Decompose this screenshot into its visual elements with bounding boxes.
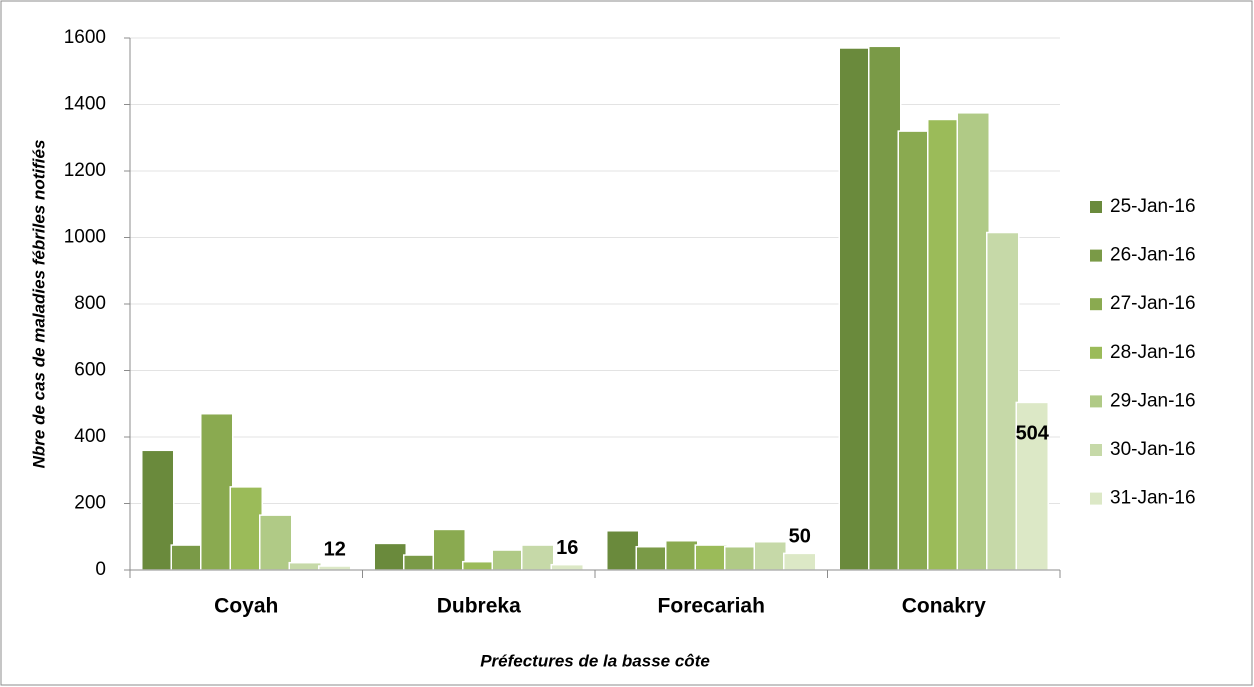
bar: [635, 545, 669, 571]
bar: [986, 231, 1020, 571]
legend-swatch: [1090, 395, 1102, 408]
legend-label: 27-Jan-16: [1110, 293, 1196, 314]
y-tick-label: 200: [74, 493, 106, 514]
legend-label: 28-Jan-16: [1110, 342, 1196, 363]
y-tick-label: 0: [95, 559, 106, 580]
bar: [665, 539, 699, 571]
bar: [753, 540, 787, 571]
bar: [724, 545, 758, 571]
data-label: 16: [556, 537, 578, 559]
bar: [956, 112, 990, 571]
y-tick-label: 1600: [64, 27, 106, 48]
y-tick-label: 400: [74, 426, 106, 447]
bar: [170, 544, 204, 571]
bar: [868, 45, 902, 571]
bar: [521, 544, 555, 571]
x-axis-title: Préfectures de la basse côte: [480, 651, 710, 670]
legend-label: 26-Jan-16: [1110, 245, 1196, 266]
y-tick-label: 600: [74, 360, 106, 381]
y-tick-label: 800: [74, 293, 106, 314]
bar: [927, 118, 961, 571]
bar: [229, 486, 263, 571]
legend-label: 30-Jan-16: [1110, 439, 1196, 460]
legend-label: 29-Jan-16: [1110, 390, 1196, 411]
x-tick-label: Forecariah: [658, 595, 765, 618]
y-tick-label: 1200: [64, 160, 106, 181]
bar: [491, 549, 525, 571]
bar: [783, 552, 817, 571]
bar: [200, 412, 234, 571]
data-label: 12: [324, 538, 346, 560]
bar: [288, 561, 322, 571]
data-label: 504: [1016, 423, 1050, 445]
x-tick-label: Conakry: [902, 595, 986, 618]
legend-swatch: [1090, 492, 1102, 505]
legend-label: 31-Jan-16: [1110, 488, 1196, 509]
bar: [373, 542, 407, 571]
bar: [403, 554, 437, 571]
legend-swatch: [1090, 444, 1102, 456]
y-tick-label: 1000: [64, 227, 106, 248]
bar: [259, 514, 293, 571]
legend-swatch: [1090, 298, 1102, 311]
data-label: 50: [789, 526, 811, 548]
legend-label: 25-Jan-16: [1110, 196, 1196, 217]
legend-swatch: [1090, 249, 1102, 262]
x-tick-label: Dubreka: [437, 595, 521, 618]
x-tick-label: Coyah: [214, 595, 278, 618]
y-axis-title: Nbre de cas de maladies fébriles notifié…: [29, 140, 48, 469]
bar: [694, 544, 728, 571]
bar: [606, 530, 640, 571]
legend-swatch: [1090, 201, 1102, 213]
legend-swatch: [1090, 346, 1102, 359]
bar: [141, 449, 175, 571]
bar: [432, 528, 466, 571]
bar: [550, 563, 584, 571]
bar: [897, 130, 931, 571]
y-tick-label: 1400: [64, 94, 106, 115]
bar: [838, 47, 872, 571]
bar: [462, 560, 496, 571]
bar: [318, 565, 352, 571]
